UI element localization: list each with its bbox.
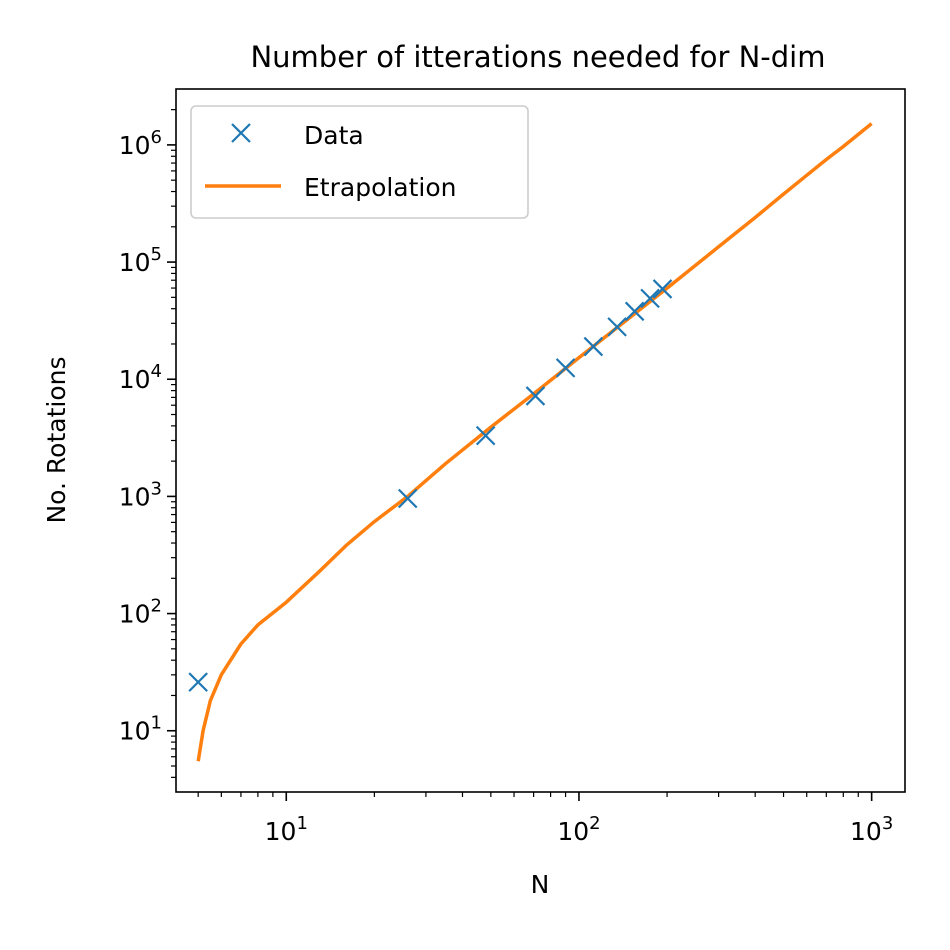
x-axis-label: N bbox=[531, 870, 550, 899]
x-tick-label: 101 bbox=[265, 813, 308, 846]
data-point bbox=[640, 288, 660, 309]
chart-title: Number of itterations needed for N-dim bbox=[250, 40, 825, 74]
plot-frame bbox=[175, 88, 906, 793]
x-tick-label: 102 bbox=[557, 813, 600, 846]
data-point bbox=[583, 336, 604, 357]
data-point bbox=[397, 488, 418, 509]
x-tick-label: 103 bbox=[850, 813, 893, 846]
y-tick-label: 105 bbox=[119, 244, 162, 277]
y-tick-label: 103 bbox=[119, 478, 162, 511]
data-point bbox=[555, 358, 576, 378]
legend-marker-x bbox=[231, 123, 251, 143]
data-point bbox=[475, 425, 496, 446]
y-axis-label: No. Rotations bbox=[42, 356, 71, 523]
y-tick-label: 104 bbox=[119, 361, 162, 394]
legend-label-data: Data bbox=[304, 121, 364, 150]
y-axis-ticks: 101 102 103 104 105 106 bbox=[119, 109, 176, 778]
legend-label-etrapolation: Etrapolation bbox=[304, 173, 457, 202]
x-axis-ticks: 101 102 103 bbox=[197, 792, 893, 846]
legend-marker-data bbox=[231, 123, 251, 143]
data-point bbox=[607, 317, 627, 337]
data-point bbox=[652, 279, 673, 299]
y-tick-label: 106 bbox=[119, 127, 162, 160]
data-point bbox=[188, 672, 208, 692]
data-point bbox=[525, 386, 546, 406]
y-tick-label: 101 bbox=[119, 713, 162, 746]
series-layer bbox=[188, 122, 873, 762]
series-line-etrapolation bbox=[196, 122, 873, 762]
legend: Data Etrapolation bbox=[190, 105, 529, 219]
legend-box bbox=[190, 105, 529, 219]
y-tick-label: 102 bbox=[119, 596, 162, 629]
data-point bbox=[624, 301, 645, 322]
